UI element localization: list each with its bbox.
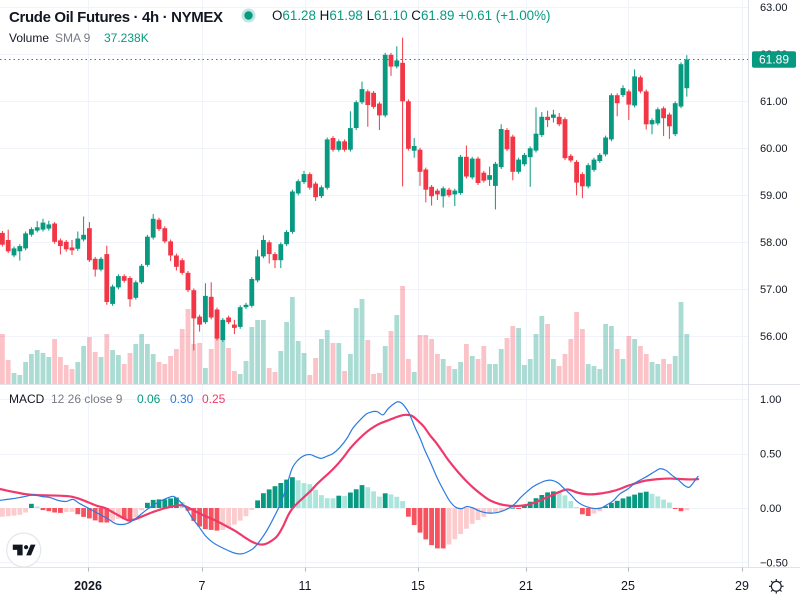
svg-text:11: 11 bbox=[299, 579, 312, 593]
svg-text:0.06: 0.06 bbox=[137, 392, 161, 406]
svg-text:Volume: Volume bbox=[9, 31, 49, 45]
svg-text:0.30: 0.30 bbox=[170, 392, 194, 406]
svg-text:59.00: 59.00 bbox=[760, 190, 788, 202]
svg-text:−0.50: −0.50 bbox=[760, 557, 788, 569]
svg-text:61.89: 61.89 bbox=[759, 53, 789, 67]
svg-text:15: 15 bbox=[411, 579, 425, 593]
svg-text:21: 21 bbox=[519, 579, 533, 593]
svg-text:0.50: 0.50 bbox=[760, 448, 781, 460]
svg-text:57.00: 57.00 bbox=[760, 284, 788, 296]
svg-text:37.238K: 37.238K bbox=[104, 31, 149, 45]
svg-text:25: 25 bbox=[621, 579, 635, 593]
svg-text:1.00: 1.00 bbox=[760, 394, 781, 406]
svg-text:7: 7 bbox=[199, 579, 206, 593]
svg-text:O61.28 H61.98 L61.10 C61.89 +0: O61.28 H61.98 L61.10 C61.89 +0.61 (+1.00… bbox=[272, 8, 551, 23]
svg-text:63.00: 63.00 bbox=[760, 2, 788, 14]
svg-text:56.00: 56.00 bbox=[760, 331, 788, 343]
svg-text:58.00: 58.00 bbox=[760, 237, 788, 249]
svg-text:0.25: 0.25 bbox=[202, 392, 226, 406]
svg-text:61.00: 61.00 bbox=[760, 96, 788, 108]
svg-text:29: 29 bbox=[735, 579, 749, 593]
svg-text:0.00: 0.00 bbox=[760, 503, 781, 515]
svg-text:SMA 9: SMA 9 bbox=[55, 31, 91, 45]
svg-text:2026: 2026 bbox=[74, 579, 102, 593]
svg-text:Crude Oil Futures · 4h · NYMEX: Crude Oil Futures · 4h · NYMEX bbox=[9, 9, 223, 26]
svg-text:MACD: MACD bbox=[9, 392, 45, 406]
svg-text:60.00: 60.00 bbox=[760, 143, 788, 155]
svg-text:12 26 close 9: 12 26 close 9 bbox=[51, 392, 123, 406]
